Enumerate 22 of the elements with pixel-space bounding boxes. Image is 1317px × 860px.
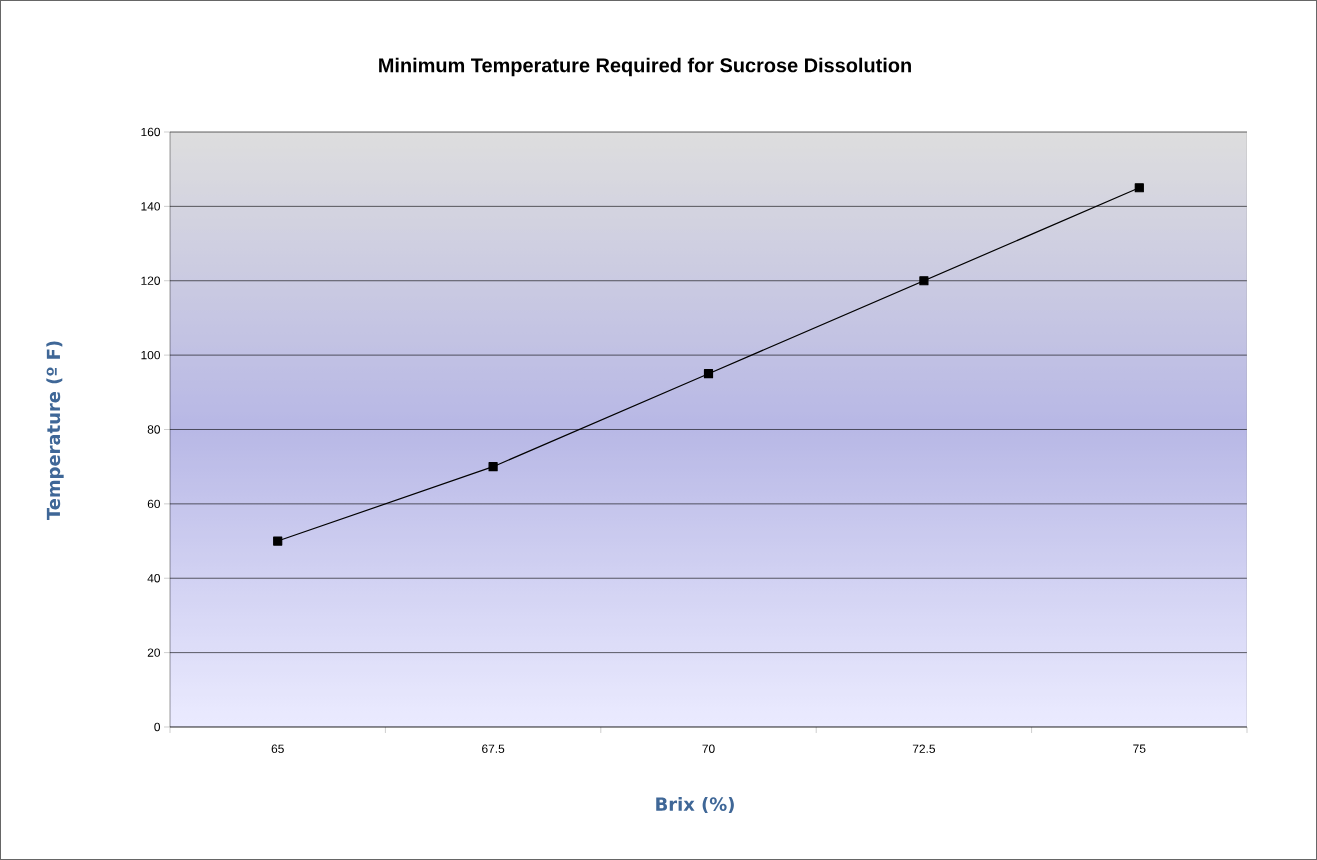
y-tick-label: 80 (147, 425, 161, 434)
x-tick-label: 75 (1133, 744, 1146, 753)
y-tick-label: 60 (147, 499, 161, 509)
y-tick-label: 160 (141, 127, 161, 137)
y-tick-label: 120 (141, 276, 161, 285)
y-tick-label: 100 (141, 350, 161, 360)
x-axis-title: Brix (%) (656, 797, 734, 813)
y-tick-label: 20 (147, 648, 161, 657)
y-tick-label: 140 (141, 202, 161, 211)
y-tick-label: 40 (147, 574, 161, 583)
point (703, 369, 714, 379)
point (488, 462, 498, 472)
x-tick-label: 65 (271, 744, 284, 753)
x-tick-label: 72.5 (912, 744, 936, 753)
x-tick-label: 70 (702, 744, 715, 753)
x-tick-label: 67.5 (482, 744, 505, 753)
point (919, 276, 929, 286)
y-axis-title: Temperature (º F) (46, 341, 64, 521)
point (273, 536, 283, 546)
point (1134, 183, 1144, 193)
y-tick-label: 0 (154, 722, 161, 732)
chart-title: Minimum Temperature Required for Sucrose Dissolution (379, 57, 911, 77)
